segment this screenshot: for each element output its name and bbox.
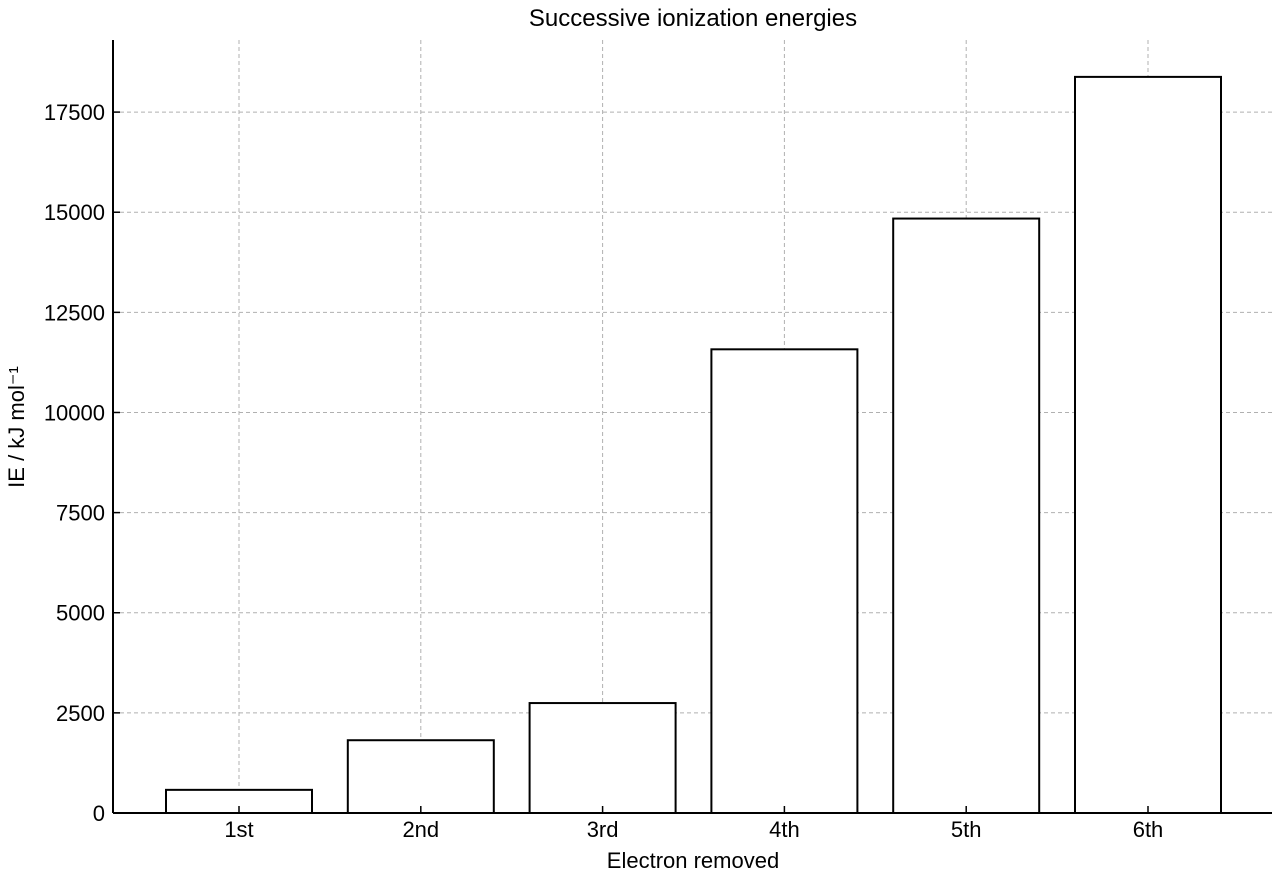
bar-5th [892, 217, 1041, 815]
bar-2nd [346, 739, 495, 814]
ticks-layer: 0 2500 5000 7500 10000 12500 15000 17500 1st 2nd 3… [44, 100, 1163, 842]
y-tick-label: 0 [93, 801, 105, 826]
x-tick-label: 3rd [587, 817, 619, 842]
y-tick-label: 2500 [56, 701, 105, 726]
y-tick-label: 17500 [44, 100, 105, 125]
bar-4th [710, 348, 859, 814]
x-tick-label: 4th [769, 817, 800, 842]
x-tick-label: 1st [224, 817, 253, 842]
y-tick-label: 7500 [56, 501, 105, 526]
x-axis-title: Electron removed [607, 848, 779, 873]
bar-3rd [528, 702, 677, 815]
x-tick-label: 6th [1133, 817, 1164, 842]
y-axis-title: IE / kJ mol⁻¹ [4, 366, 29, 488]
axes-layer [112, 40, 1272, 814]
x-tick-label: 2nd [402, 817, 439, 842]
x-tick-label: 5th [951, 817, 982, 842]
bar-6th [1074, 75, 1222, 815]
y-tick-label: 10000 [44, 400, 105, 425]
y-tick-label: 12500 [44, 300, 105, 325]
y-tick-label: 5000 [56, 601, 105, 626]
bars-layer [165, 75, 1222, 815]
y-tick-label: 15000 [44, 200, 105, 225]
chart-title: Successive ionization energies [529, 5, 857, 32]
